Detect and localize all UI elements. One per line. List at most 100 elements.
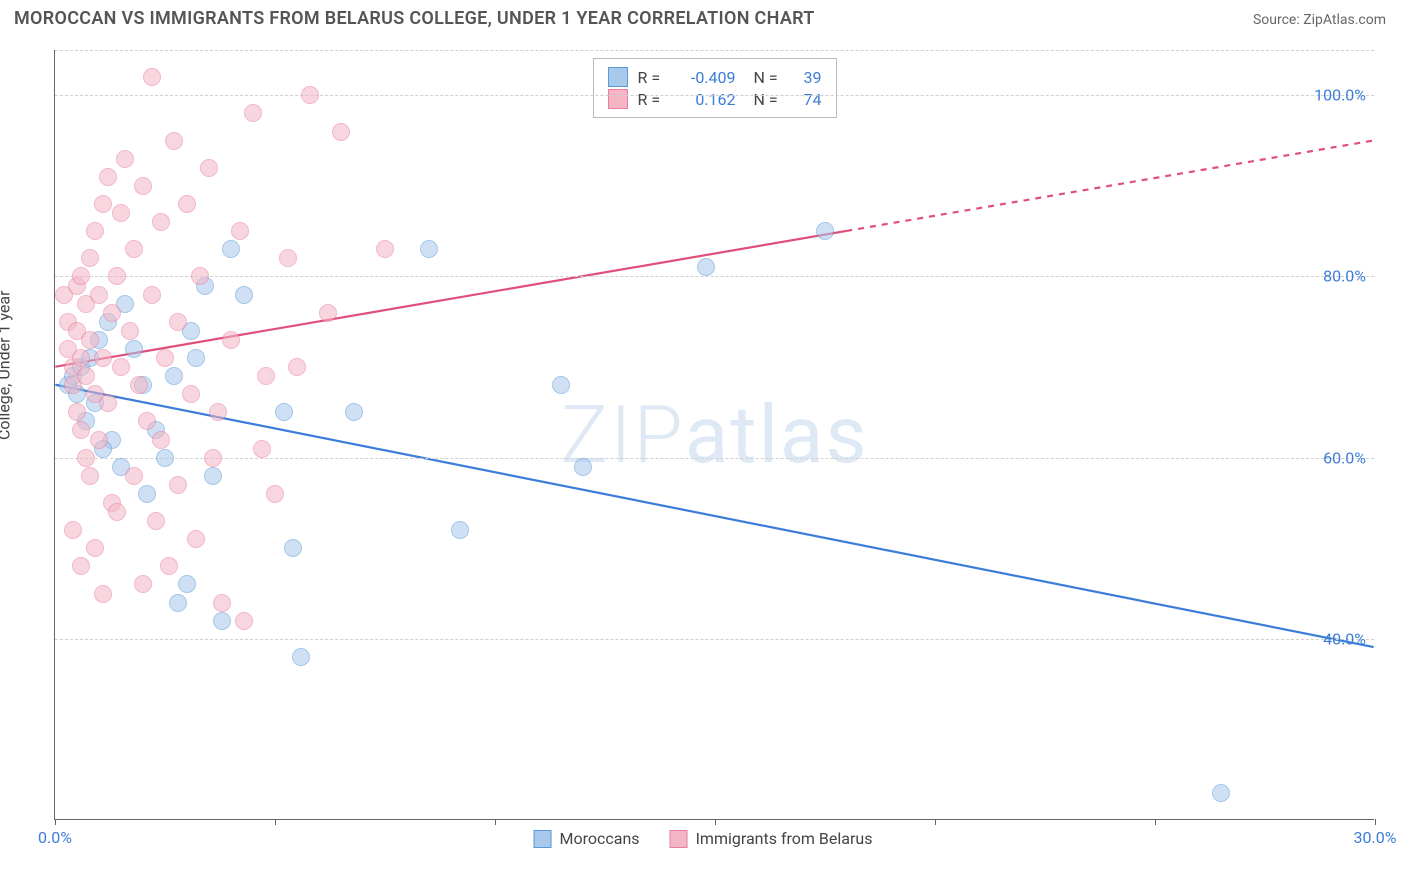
scatter-point (178, 195, 196, 213)
scatter-point (130, 376, 148, 394)
scatter-point (64, 521, 82, 539)
y-axis-label: College, Under 1 year (0, 290, 14, 440)
scatter-point (235, 612, 253, 630)
scatter-point (257, 367, 275, 385)
scatter-point (288, 358, 306, 376)
y-tick-label: 80.0% (1323, 267, 1366, 286)
n-label: N = (754, 90, 782, 109)
scatter-point (156, 349, 174, 367)
series-legend: Moroccans Immigrants from Belarus (534, 829, 873, 848)
scatter-point (816, 222, 834, 240)
scatter-point (156, 449, 174, 467)
legend-swatch-blue (534, 830, 552, 848)
scatter-point (697, 258, 715, 276)
scatter-point (292, 648, 310, 666)
legend-swatch-pink (670, 830, 688, 848)
y-tick-label: 100.0% (1314, 86, 1366, 105)
scatter-point (138, 412, 156, 430)
gridline-h (55, 458, 1374, 459)
scatter-point (165, 367, 183, 385)
scatter-point (86, 539, 104, 557)
x-tick-label: 0.0% (38, 828, 72, 847)
scatter-point (284, 539, 302, 557)
scatter-point (94, 349, 112, 367)
x-tick (55, 819, 56, 825)
legend-item-moroccans: Moroccans (534, 829, 640, 848)
legend-row-moroccans: R = -0.409 N = 39 (608, 67, 822, 87)
scatter-point (72, 267, 90, 285)
scatter-point (451, 521, 469, 539)
scatter-point (420, 240, 438, 258)
scatter-point (68, 403, 86, 421)
scatter-point (279, 249, 297, 267)
y-tick-label: 40.0% (1323, 629, 1366, 648)
r-label: R = (638, 68, 666, 87)
scatter-point (90, 431, 108, 449)
scatter-point (143, 68, 161, 86)
n-value-belarus: 74 (792, 90, 822, 109)
scatter-point (81, 249, 99, 267)
legend-item-belarus: Immigrants from Belarus (670, 829, 873, 848)
legend-label-belarus: Immigrants from Belarus (696, 829, 873, 848)
scatter-point (332, 123, 350, 141)
scatter-point (376, 240, 394, 258)
scatter-point (253, 440, 271, 458)
scatter-point (209, 403, 227, 421)
scatter-point (108, 267, 126, 285)
x-tick (715, 819, 716, 825)
trend-line (55, 231, 846, 367)
scatter-point (552, 376, 570, 394)
scatter-point (116, 150, 134, 168)
scatter-point (112, 358, 130, 376)
scatter-point (81, 467, 99, 485)
x-tick-label: 30.0% (1354, 828, 1397, 847)
scatter-point (204, 467, 222, 485)
scatter-point (187, 349, 205, 367)
watermark: ZIPatlas (560, 388, 868, 482)
legend-label-moroccans: Moroccans (560, 829, 640, 848)
scatter-point (165, 132, 183, 150)
scatter-point (138, 485, 156, 503)
scatter-point (81, 331, 99, 349)
scatter-point (301, 86, 319, 104)
gridline-h (55, 276, 1374, 277)
scatter-point (231, 222, 249, 240)
trend-lines-layer (55, 50, 1374, 819)
r-value-moroccans: -0.409 (676, 68, 736, 87)
gridline-h (55, 95, 1374, 96)
scatter-point (204, 449, 222, 467)
trend-line (55, 385, 1373, 647)
legend-swatch-blue (608, 67, 628, 87)
scatter-point (77, 449, 95, 467)
scatter-point (235, 286, 253, 304)
n-value-moroccans: 39 (792, 68, 822, 87)
scatter-point (244, 104, 262, 122)
scatter-point (178, 575, 196, 593)
scatter-point (99, 394, 117, 412)
scatter-point (345, 403, 363, 421)
r-label: R = (638, 90, 666, 109)
scatter-point (200, 159, 218, 177)
scatter-point (99, 168, 117, 186)
scatter-point (1212, 784, 1230, 802)
scatter-point (125, 340, 143, 358)
scatter-point (182, 385, 200, 403)
x-tick (1375, 819, 1376, 825)
scatter-point (72, 421, 90, 439)
scatter-point (108, 503, 126, 521)
legend-swatch-pink (608, 89, 628, 109)
chart-source: Source: ZipAtlas.com (1253, 12, 1386, 28)
trend-line (846, 140, 1373, 230)
scatter-point (147, 512, 165, 530)
x-tick (495, 819, 496, 825)
chart-title: MOROCCAN VS IMMIGRANTS FROM BELARUS COLL… (14, 8, 815, 29)
scatter-point (86, 222, 104, 240)
chart-container: College, Under 1 year ZIPatlas R = -0.40… (14, 40, 1392, 850)
scatter-point (169, 594, 187, 612)
scatter-point (275, 403, 293, 421)
x-tick (1155, 819, 1156, 825)
scatter-point (125, 467, 143, 485)
scatter-point (134, 177, 152, 195)
scatter-point (152, 431, 170, 449)
y-tick-label: 60.0% (1323, 448, 1366, 467)
